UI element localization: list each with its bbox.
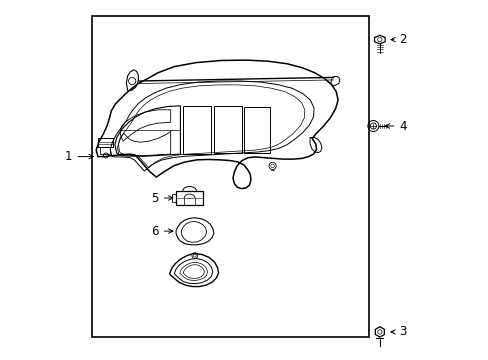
Bar bbox=[183, 106, 211, 154]
Text: 3: 3 bbox=[390, 325, 406, 338]
Text: 1: 1 bbox=[65, 150, 93, 163]
Text: 6: 6 bbox=[151, 225, 173, 238]
Bar bbox=[171, 194, 176, 202]
Text: 4: 4 bbox=[385, 120, 406, 132]
Text: 5: 5 bbox=[151, 192, 173, 204]
Bar bbox=[100, 147, 110, 154]
Bar bbox=[244, 107, 270, 153]
Bar bbox=[176, 191, 203, 205]
Bar bbox=[98, 138, 113, 147]
Bar bbox=[213, 106, 241, 153]
Bar bbox=[91, 16, 368, 337]
Text: 2: 2 bbox=[390, 33, 406, 46]
